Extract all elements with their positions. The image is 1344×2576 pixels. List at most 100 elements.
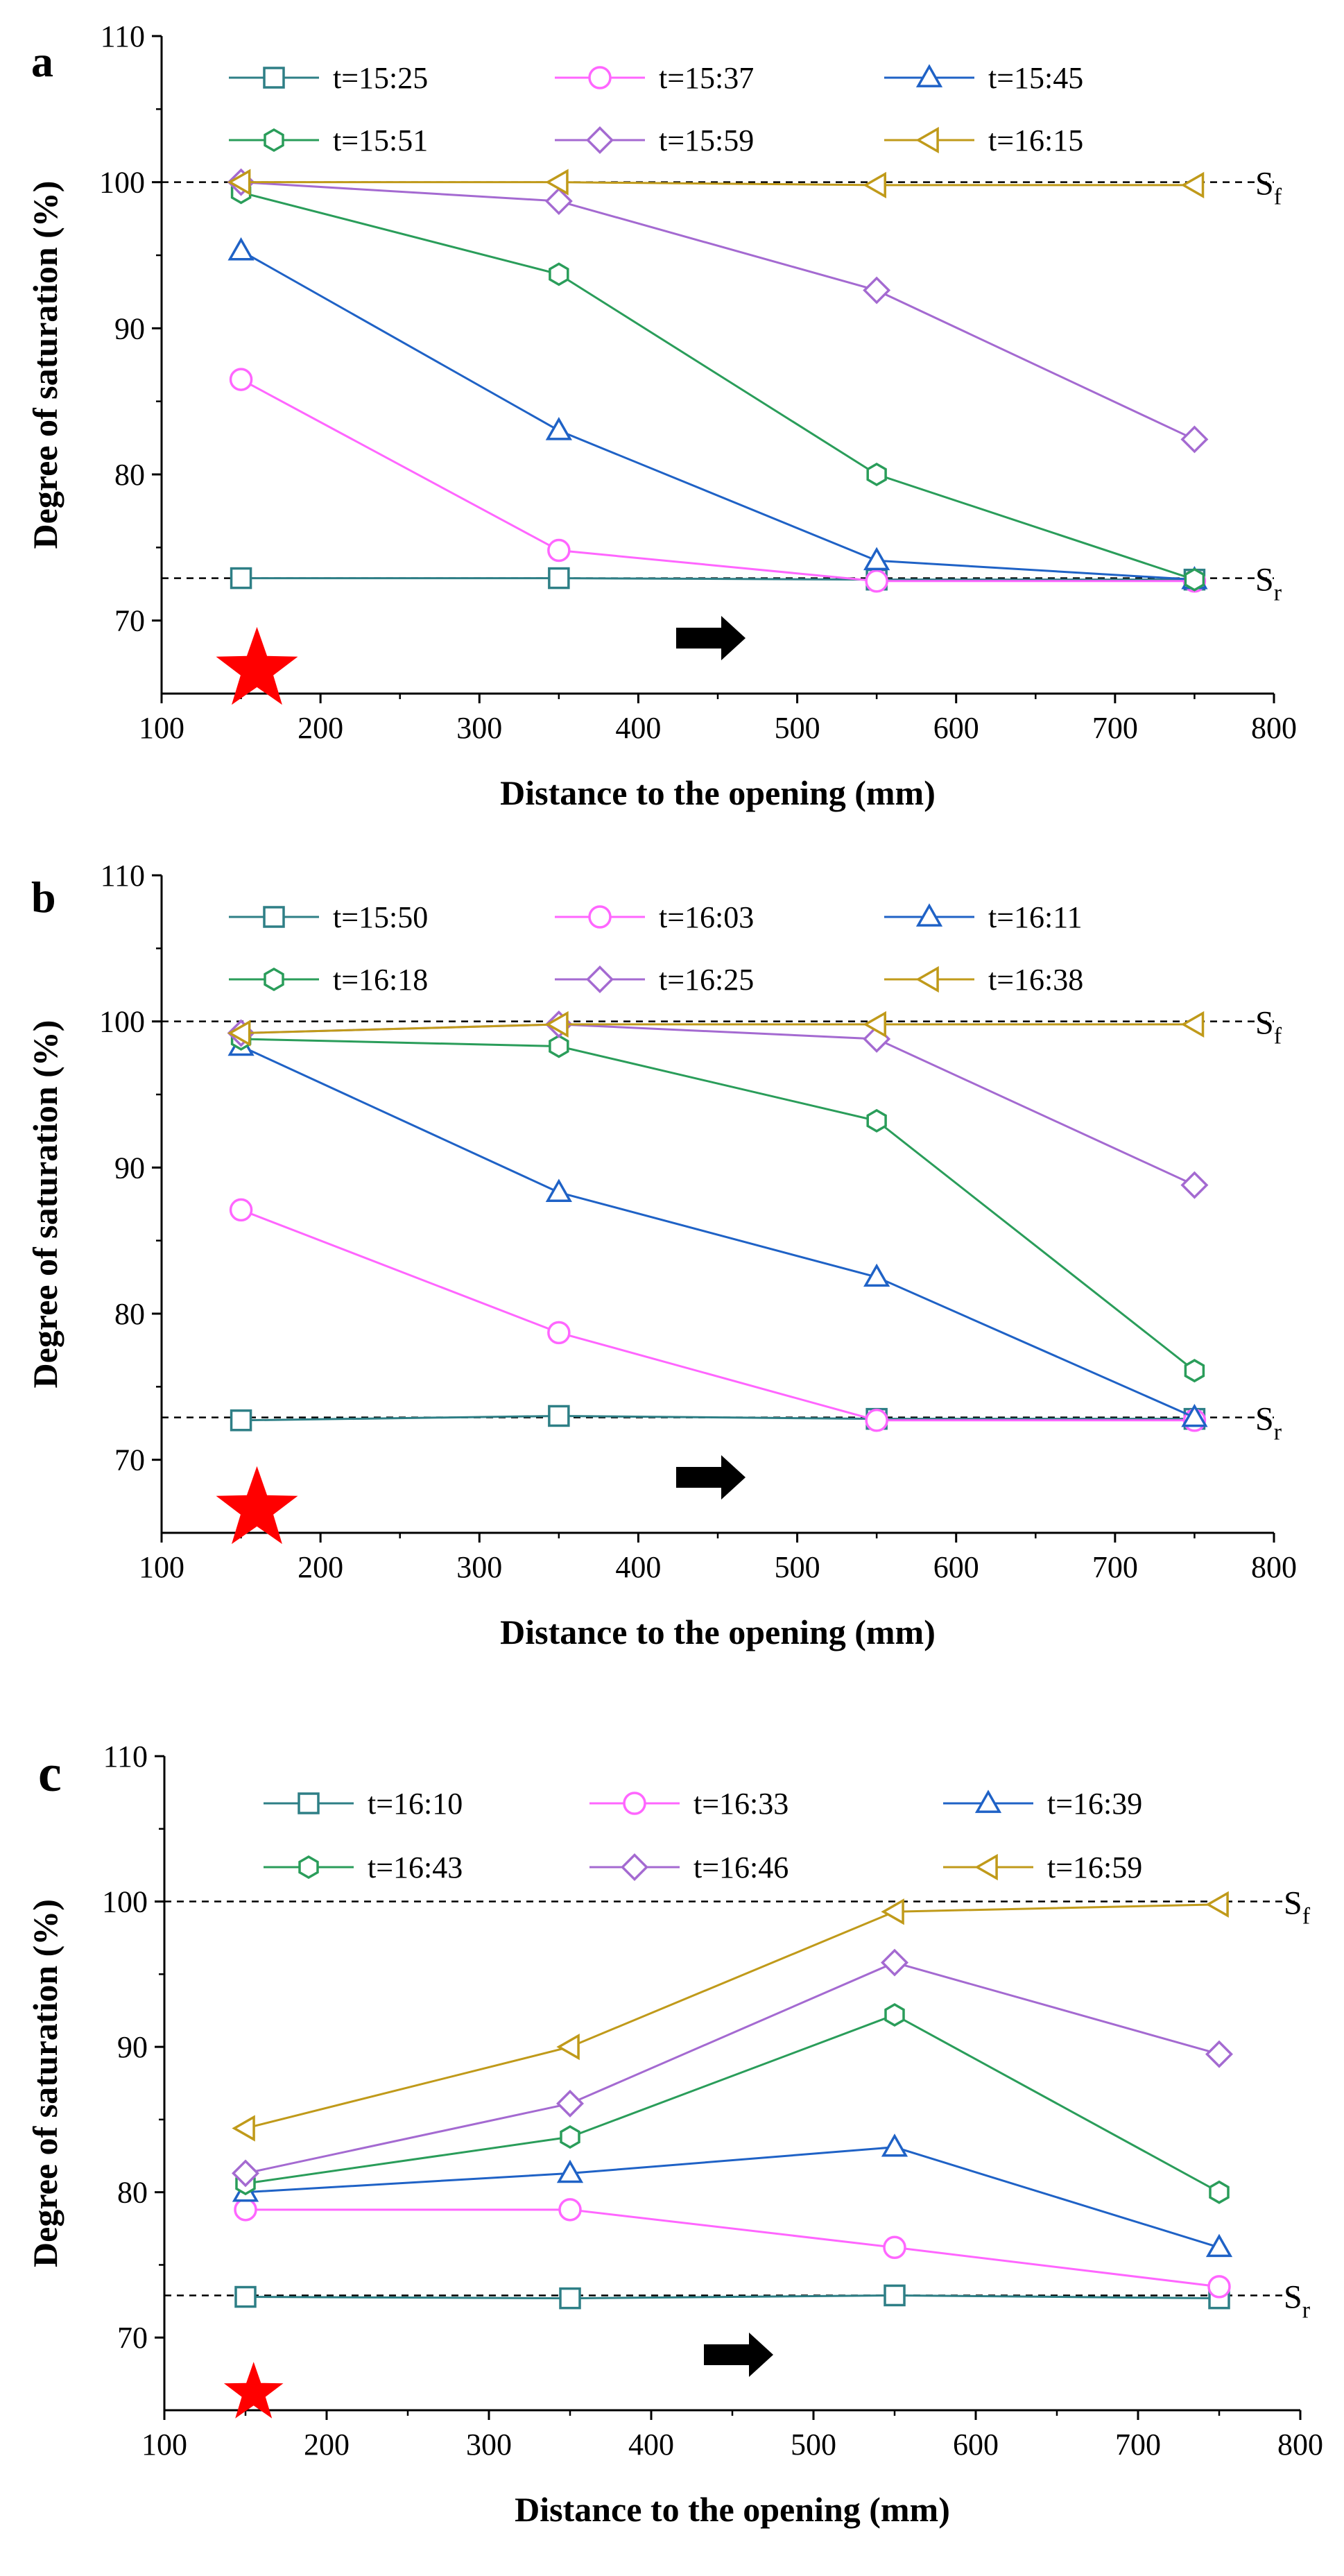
legend-label: t=16:03 [659, 900, 754, 934]
data-point [227, 1020, 251, 1047]
ref-line-label-sub: f [1302, 1904, 1311, 1930]
data-point [881, 2133, 908, 2157]
y-axis-title: Degree of saturation (%) [26, 1899, 64, 2267]
data-point [234, 2198, 257, 2222]
series-t=16:46 [232, 1948, 1233, 2188]
x-tick-label: 300 [456, 711, 502, 745]
series-t=16:39 [232, 2133, 1233, 2258]
x-tick-label: 400 [615, 711, 661, 745]
x-tick-label: 600 [953, 2428, 999, 2462]
y-tick-label: 100 [99, 1005, 145, 1039]
chart-panel-a: 100 200 300 400 500 600 700 800 70 80 90 100 110 Dist… [26, 19, 1297, 812]
data-point [559, 2287, 581, 2310]
data-point [863, 547, 890, 571]
x-tick-label: 700 [1115, 2428, 1161, 2462]
data-point [884, 2284, 906, 2307]
data-point [1184, 1359, 1205, 1383]
legend-label: t=16:59 [1047, 1851, 1142, 1884]
x-tick-label: 100 [141, 2428, 187, 2462]
y-tick-label: 80 [114, 458, 145, 492]
legend-entry: t=16:11 [884, 900, 1083, 934]
series-line [241, 1023, 1196, 1186]
ref-line-label-sub: r [1302, 2297, 1311, 2323]
data-point [548, 1405, 570, 1427]
y-tick-label: 110 [101, 859, 145, 893]
legend-entry: t=16:38 [884, 963, 1083, 997]
y-tick-label: 70 [114, 1443, 145, 1477]
series-t=16:18 [230, 1027, 1205, 1383]
ref-line-label-main: S [1284, 1885, 1302, 1922]
data-point [863, 171, 886, 198]
legend-label: t=16:25 [659, 963, 754, 997]
y-tick-label: 110 [103, 1740, 148, 1774]
data-point [1184, 567, 1205, 592]
y-tick-label: 80 [114, 1297, 145, 1331]
y-tick-label: 80 [117, 2176, 148, 2210]
series-line [241, 181, 1195, 187]
legend-marker [915, 903, 943, 927]
data-point [547, 1321, 571, 1345]
x-tick-label: 800 [1251, 711, 1297, 745]
series-line [245, 1903, 1220, 2129]
x-tick-label: 800 [1277, 2428, 1323, 2462]
panel-label: a [31, 37, 53, 86]
panel-label: b [31, 873, 56, 922]
legend-entry: t=15:59 [555, 123, 754, 157]
opening-star-icon [216, 1466, 298, 1545]
series-line [241, 181, 1196, 440]
ref-line-label-main: S [1255, 166, 1274, 203]
x-tick-label: 300 [456, 1550, 502, 1584]
legend-marker [264, 967, 284, 992]
chart-panel-b: 100 200 300 400 500 600 700 800 70 80 90 100 110 Dist… [26, 859, 1297, 1651]
data-point [1209, 2180, 1230, 2204]
data-point [1181, 1403, 1208, 1427]
x-tick-label: 600 [933, 711, 979, 745]
legend-entry: t=16:03 [555, 900, 754, 934]
legend-label: t=15:45 [988, 61, 1083, 95]
data-point [1180, 1171, 1209, 1199]
data-point [229, 368, 253, 391]
data-point [545, 169, 569, 196]
legend-entry: t=16:15 [884, 123, 1083, 157]
legend-entry: t=15:45 [884, 61, 1083, 95]
data-point [545, 1178, 572, 1202]
x-tick-label: 500 [775, 1550, 820, 1584]
legend-marker [623, 1792, 646, 1815]
data-point [866, 462, 887, 487]
ref-line-label-sub: f [1274, 1024, 1282, 1049]
data-point [884, 2002, 905, 2027]
legend-entry: t=16:33 [589, 1787, 789, 1821]
legend-entry: t=16:59 [943, 1851, 1142, 1884]
ref-line-label-main: S [1255, 1401, 1274, 1438]
legend-label: t=16:39 [1047, 1787, 1142, 1821]
legend-entry: t=16:10 [264, 1787, 463, 1821]
data-point [1180, 1011, 1205, 1038]
data-point [863, 1263, 890, 1287]
legend-marker [974, 1789, 1002, 1813]
series-line [240, 378, 1195, 583]
legend-marker [915, 64, 943, 87]
y-tick-label: 110 [101, 19, 145, 53]
data-point [229, 1198, 253, 1222]
series-line [245, 2208, 1220, 2288]
x-tick-label: 400 [628, 2428, 674, 2462]
data-point [556, 2159, 584, 2183]
y-tick-label: 90 [114, 1151, 145, 1185]
series-line [241, 1209, 1195, 1422]
x-tick-label: 400 [615, 1550, 661, 1584]
data-point [549, 262, 569, 286]
data-point [1180, 425, 1209, 454]
data-point [558, 2198, 582, 2222]
series-t=16:59 [232, 1891, 1229, 2142]
legend-entry: t=16:43 [264, 1851, 463, 1884]
data-point [863, 276, 891, 304]
arrow-right-icon [704, 2333, 773, 2377]
legend-marker [588, 905, 612, 929]
series-line [245, 2294, 1220, 2300]
y-tick-label: 90 [117, 2030, 148, 2064]
x-tick-label: 300 [466, 2428, 512, 2462]
opening-star-icon [223, 2362, 284, 2419]
ref-line-label-Sf: Sf [1255, 1005, 1282, 1049]
legend-label: t=15:59 [659, 123, 754, 157]
